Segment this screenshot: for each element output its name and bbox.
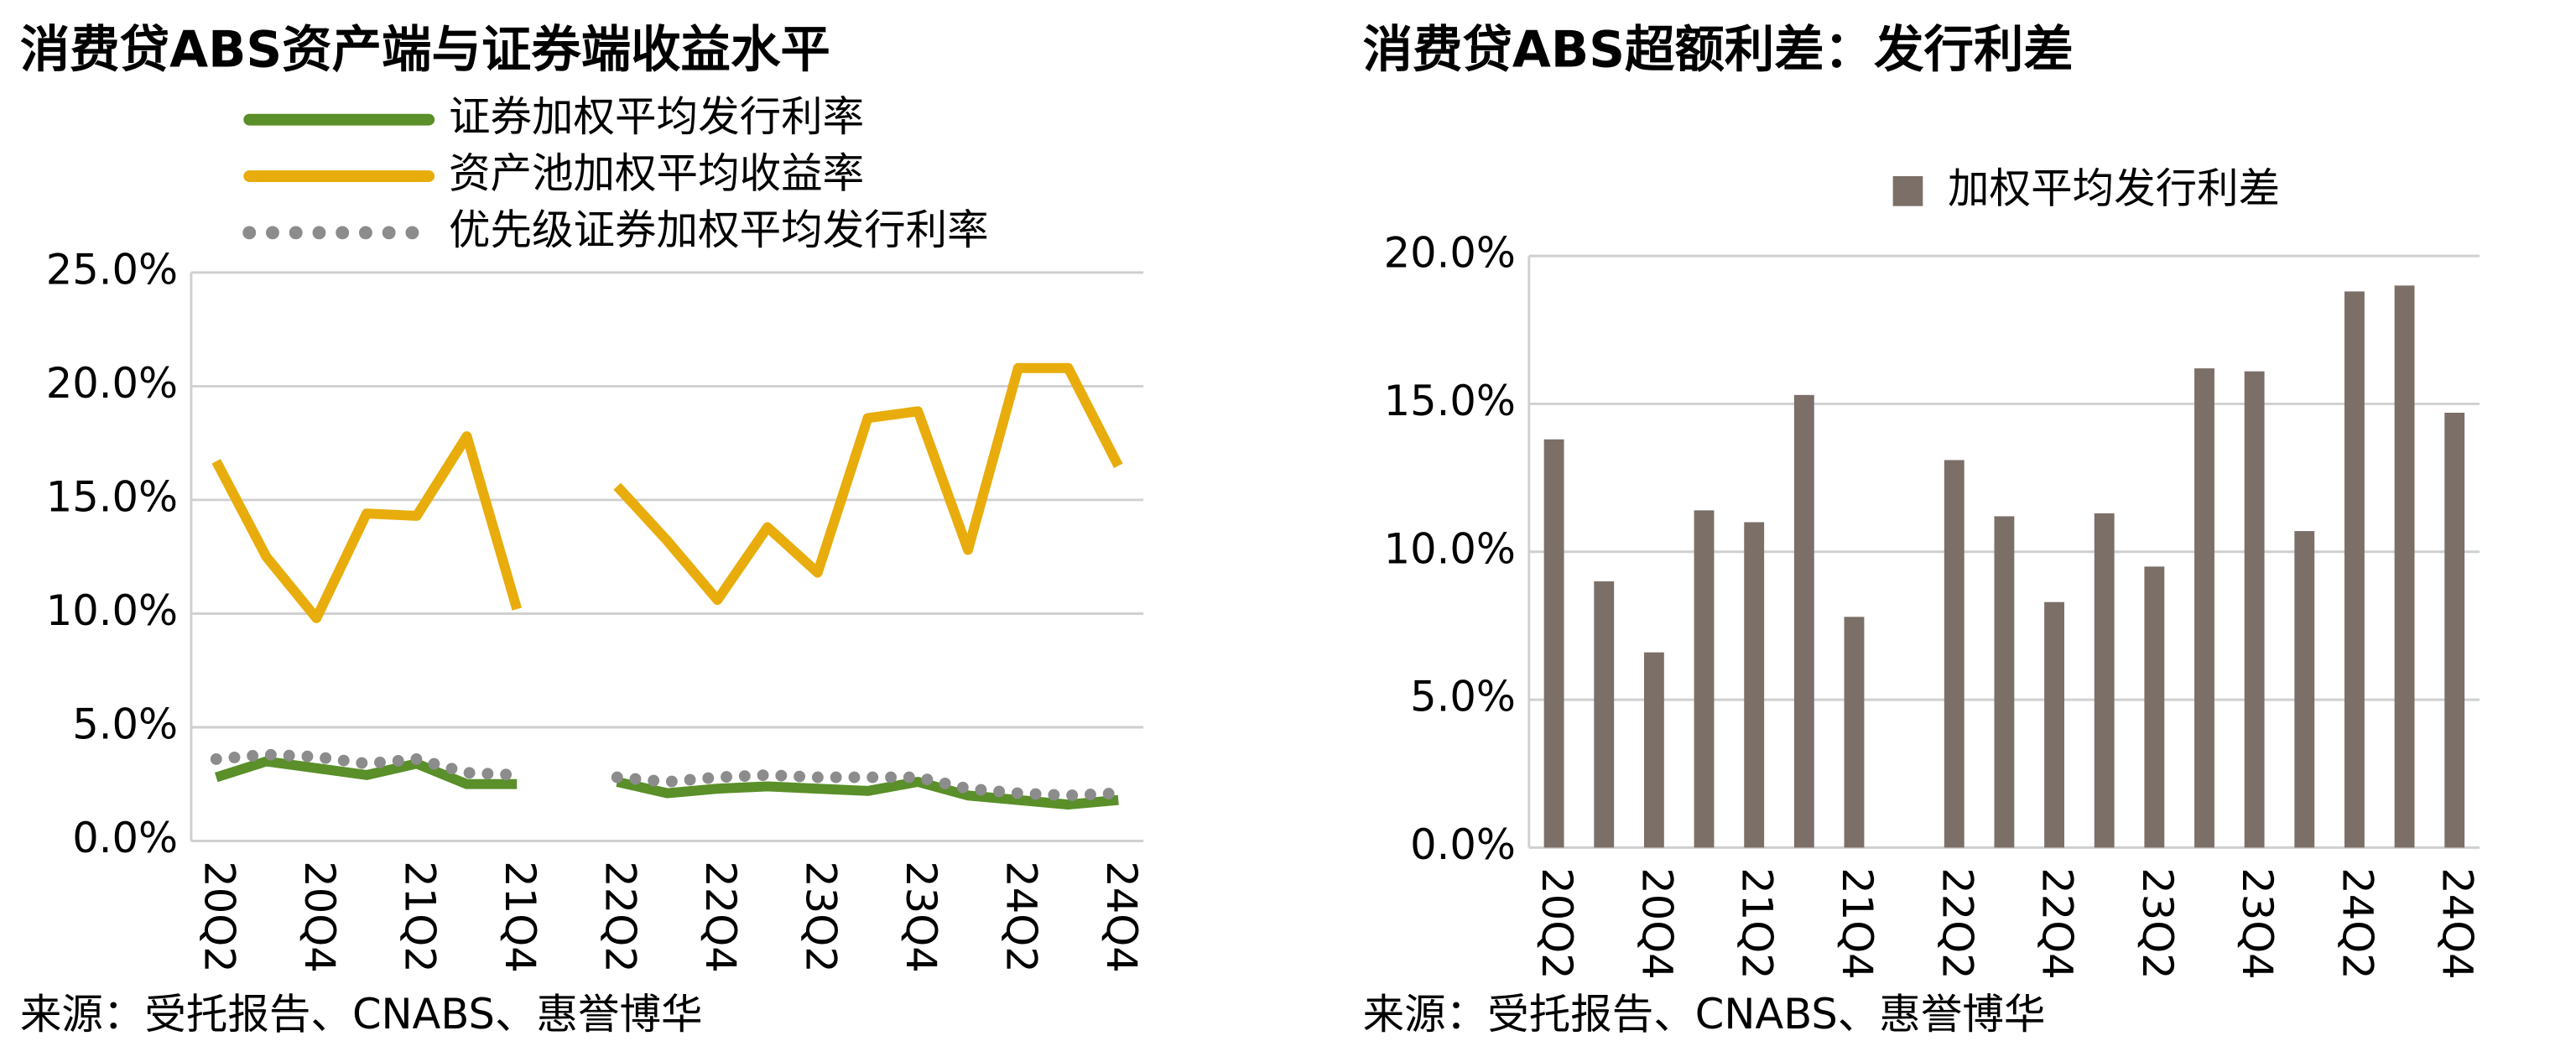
legend-label: 优先级证券加权平均发行利率 <box>449 206 989 254</box>
bar <box>1744 522 1765 848</box>
source: 来源：受托报告、CNABS、惠誉博华 <box>20 990 703 1039</box>
y-tick-label: 0.0% <box>72 814 178 862</box>
y-tick-label: 15.0% <box>46 472 178 521</box>
x-tick-label: 21Q4 <box>1833 867 1881 979</box>
x-tick-label: 22Q4 <box>2033 867 2082 979</box>
bar <box>2194 368 2214 848</box>
series-line <box>211 362 1123 623</box>
x-tick-label: 24Q2 <box>2333 867 2381 979</box>
y-tick-label: 15.0% <box>1384 377 1516 425</box>
bar <box>1844 617 1865 848</box>
bar <box>1944 460 1965 848</box>
x-tick-label: 23Q2 <box>796 861 845 972</box>
x-tick-label: 23Q4 <box>897 861 945 972</box>
x-tick-label: 22Q2 <box>596 861 644 972</box>
bar <box>1594 581 1615 848</box>
chart-title: 消费贷ABS资产端与证券端收益水平 <box>20 22 830 80</box>
legend-swatch <box>1892 176 1923 206</box>
bar <box>2144 566 2165 848</box>
x-tick-label: 22Q4 <box>696 861 745 972</box>
bar <box>2444 413 2465 848</box>
series-line <box>214 756 1119 810</box>
legend-label: 资产池加权平均收益率 <box>449 149 864 198</box>
x-tick-label: 24Q4 <box>1097 861 1146 972</box>
y-tick-label: 20.0% <box>1384 229 1516 278</box>
y-tick-label: 5.0% <box>1410 673 1516 721</box>
bar <box>1643 652 1664 848</box>
x-tick-label: 20Q2 <box>1533 867 1581 979</box>
x-tick-label: 24Q4 <box>2433 867 2482 979</box>
x-tick-label: 22Q2 <box>1933 867 1981 979</box>
x-tick-label: 21Q4 <box>496 861 544 972</box>
y-tick-label: 10.0% <box>1384 524 1516 573</box>
x-tick-label: 23Q2 <box>2133 867 2182 979</box>
source: 来源：受托报告、CNABS、惠誉博华 <box>1363 990 2046 1039</box>
y-tick-label: 0.0% <box>1410 820 1516 869</box>
x-tick-label: 20Q2 <box>195 861 243 972</box>
x-tick-label: 20Q4 <box>295 861 344 972</box>
y-tick-label: 20.0% <box>46 359 178 408</box>
series-line <box>210 748 1125 802</box>
y-tick-label: 10.0% <box>46 586 178 635</box>
x-tick-label: 21Q2 <box>395 861 444 972</box>
y-tick-label: 25.0% <box>46 245 178 294</box>
legend-label: 证券加权平均发行利率 <box>449 92 864 141</box>
bar <box>1694 510 1715 848</box>
bar <box>2394 285 2415 848</box>
bar <box>2244 371 2265 848</box>
x-tick-label: 24Q2 <box>997 861 1045 972</box>
legend-label: 加权平均发行利差 <box>1948 164 2280 212</box>
bar <box>2044 601 2064 848</box>
x-tick-label: 20Q4 <box>1632 867 1681 979</box>
bar <box>2294 531 2315 848</box>
bar <box>1994 516 2015 848</box>
chart-title: 消费贷ABS超额利差：发行利差 <box>1363 22 2074 80</box>
y-tick-label: 5.0% <box>72 700 178 748</box>
x-tick-label: 21Q2 <box>1733 867 1782 979</box>
bar <box>2094 513 2115 848</box>
bar <box>1793 394 1814 848</box>
bar <box>1543 439 1564 848</box>
x-tick-label: 23Q4 <box>2233 867 2282 979</box>
bar <box>2344 291 2365 848</box>
